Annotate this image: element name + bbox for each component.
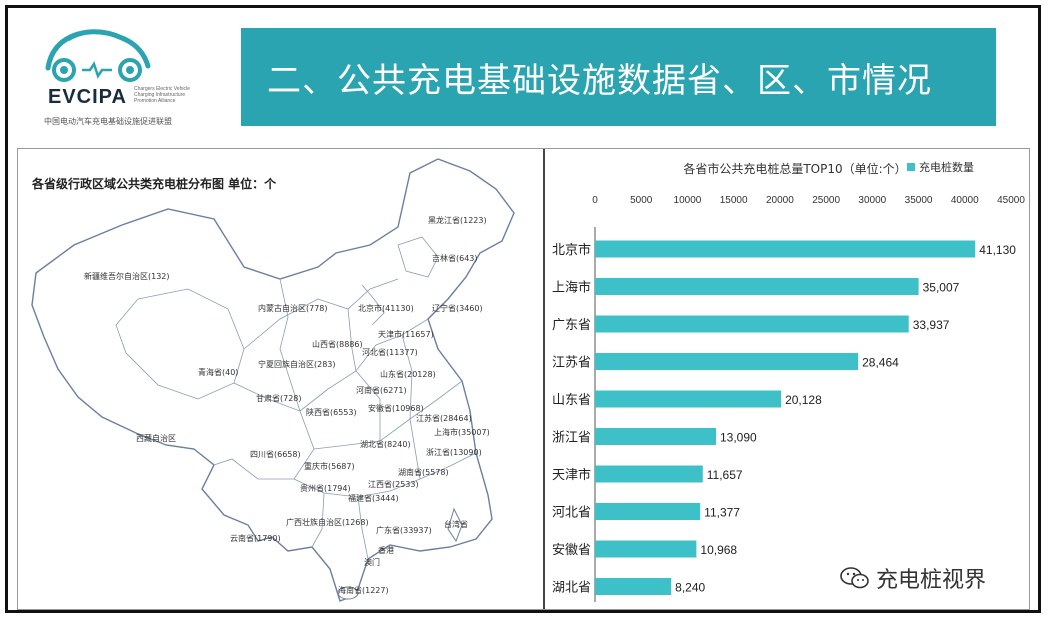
bar-value-label: 41,130 [979,243,1016,257]
map-label: 新疆维吾尔自治区(132) [84,272,170,281]
map-label: 西藏自治区 [136,434,176,443]
bar-value-label: 11,657 [707,468,743,482]
x-tick-label: 15000 [720,195,748,206]
category-label: 河北省 [552,506,591,521]
china-map [31,158,515,602]
logo-name: EVCIPA [48,86,127,108]
page-title: 二、公共充电基础设施数据省、区、市情况 [267,60,932,101]
category-label: 山东省 [552,393,591,408]
map-label: 宁夏回族自治区(283) [258,360,336,369]
category-label: 上海市 [552,280,591,296]
evcipa-logo [38,22,228,132]
map-label: 河南省(6271) [356,386,407,395]
category-label: 浙江省 [552,431,591,446]
x-tick-label: 0 [592,195,598,206]
category-label: 广东省 [552,318,591,333]
map-label: 北京市(41130) [358,304,414,313]
map-label: 贵州省(1794) [300,484,351,493]
map-label: 山东省(20128) [380,370,436,379]
legend-label: 充电桩数量 [919,160,974,174]
category-label: 湖北省 [552,581,591,596]
map-label: 安徽省(10968) [368,404,424,413]
map-label: 江西省(2533) [368,480,419,489]
category-label: 安徽省 [552,543,591,558]
bar [595,428,717,445]
category-label: 北京市 [552,242,591,258]
bar-value-label: 10,968 [700,543,737,557]
chart-panel: 各省市公共充电桩总量TOP10（单位:个） 充电桩数量 0 5000 10000 1500… [545,149,1029,609]
map-label: 青海省(40) [198,368,239,377]
map-label: 福建省(3444) [348,494,399,503]
map-label: 内蒙古自治区(778) [258,304,328,313]
bar [595,278,919,295]
bar-value-label: 11,377 [704,506,740,520]
bar-value-label: 33,937 [913,318,950,332]
map-label: 台湾省 [444,520,468,529]
map-label: 江苏省(28464) [416,414,472,423]
wechat-icon [840,567,869,589]
bar [595,540,697,558]
category-label: 天津市 [552,467,591,483]
x-tick-label: 35000 [905,195,933,206]
x-tick-label: 45000 [997,195,1025,206]
bar-value-label: 35,007 [923,281,960,295]
bar [595,353,859,370]
map-label: 海南省(1227) [338,586,389,595]
x-tick-label: 5000 [630,195,653,206]
map-label: 河北省(11377) [362,348,418,357]
map-label: 云南省(1790) [230,534,281,543]
title-banner: 二、公共充电基础设施数据省、区、市情况 [241,28,996,126]
map-label: 广东省(33937) [376,526,432,535]
map-label: 辽宁省(3460) [432,304,483,313]
watermark: 充电桩视界 [840,562,987,594]
map-label: 四川省(6658) [250,450,301,459]
map-label: 澳门 [364,558,380,567]
map-label: 广西壮族自治区(1268) [286,518,369,527]
bar [595,240,976,258]
map-label: 浙江省(13090) [426,448,482,457]
china-outline [31,158,515,602]
map-label: 山西省(8886) [312,340,363,349]
chart-title: 各省市公共充电桩总量TOP10（单位:个） [683,161,906,176]
map-label: 重庆市(5687) [304,462,355,471]
bar [595,578,672,595]
category-label: 江苏省 [552,355,591,371]
map-label: 上海市(35007) [434,428,490,437]
bar-value-label: 13,090 [720,431,757,445]
legend-swatch [907,163,915,171]
bar-value-label: 20,128 [785,393,822,407]
logo-tagline: Chargers Electric Vehicle Charging Infra… [134,86,190,104]
car-logo-icon [45,29,151,82]
x-tick-label: 25000 [812,195,840,206]
x-tick-label: 10000 [674,195,702,206]
map-label: 湖北省(8240) [360,440,411,449]
map-panel: 各省级行政区域公共类充电桩分布图 单位：个 黑龙江省(1223) 吉林省(643… [18,149,545,609]
content-area: 各省级行政区域公共类充电桩分布图 单位：个 黑龙江省(1223) 吉林省(643… [17,148,1030,610]
bar [595,315,909,333]
map-label: 吉林省(643) [432,254,478,263]
map-label: 黑龙江省(1223) [428,216,487,225]
bar-value-label: 8,240 [675,581,705,595]
map-title: 各省级行政区域公共类充电桩分布图 单位：个 [32,177,277,191]
map-label: 香港 [378,546,394,555]
bar [595,503,701,520]
top10-bar-chart: 各省市公共充电桩总量TOP10（单位:个） 充电桩数量 0 5000 10000 1500… [552,160,1025,602]
bar-value-label: 28,464 [862,356,899,370]
map-label: 陕西省(6553) [306,408,357,417]
x-tick-label: 20000 [766,195,794,206]
map-label: 甘肃省(728) [256,394,302,403]
x-tick-label: 40000 [951,195,979,206]
logo-subtitle: 中国电动汽车充电基础设施促进联盟 [44,117,172,126]
map-label: 天津市(11657) [378,330,434,339]
bar [595,390,782,408]
bar [595,465,703,483]
x-tick-label: 30000 [858,195,886,206]
watermark-text: 充电桩视界 [876,568,987,593]
map-label: 湖南省(5578) [398,468,449,477]
